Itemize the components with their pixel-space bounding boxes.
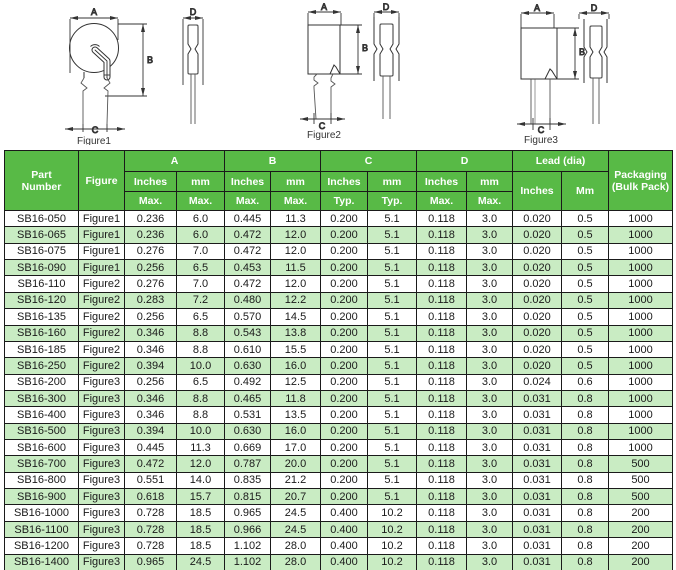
svg-text:B: B [579, 47, 585, 57]
svg-text:Figure1: Figure1 [77, 136, 111, 145]
svg-text:C: C [538, 125, 545, 135]
svg-text:A: A [534, 3, 540, 13]
svg-text:D: D [190, 7, 197, 17]
svg-text:B: B [362, 43, 368, 53]
svg-text:A: A [321, 2, 327, 12]
svg-text:Figure3: Figure3 [524, 135, 558, 145]
svg-text:B: B [147, 55, 153, 65]
svg-text:D: D [383, 2, 390, 12]
svg-text:Figure2: Figure2 [307, 130, 341, 141]
svg-text:C: C [92, 125, 99, 135]
svg-text:A: A [91, 7, 97, 17]
svg-text:D: D [591, 3, 598, 13]
